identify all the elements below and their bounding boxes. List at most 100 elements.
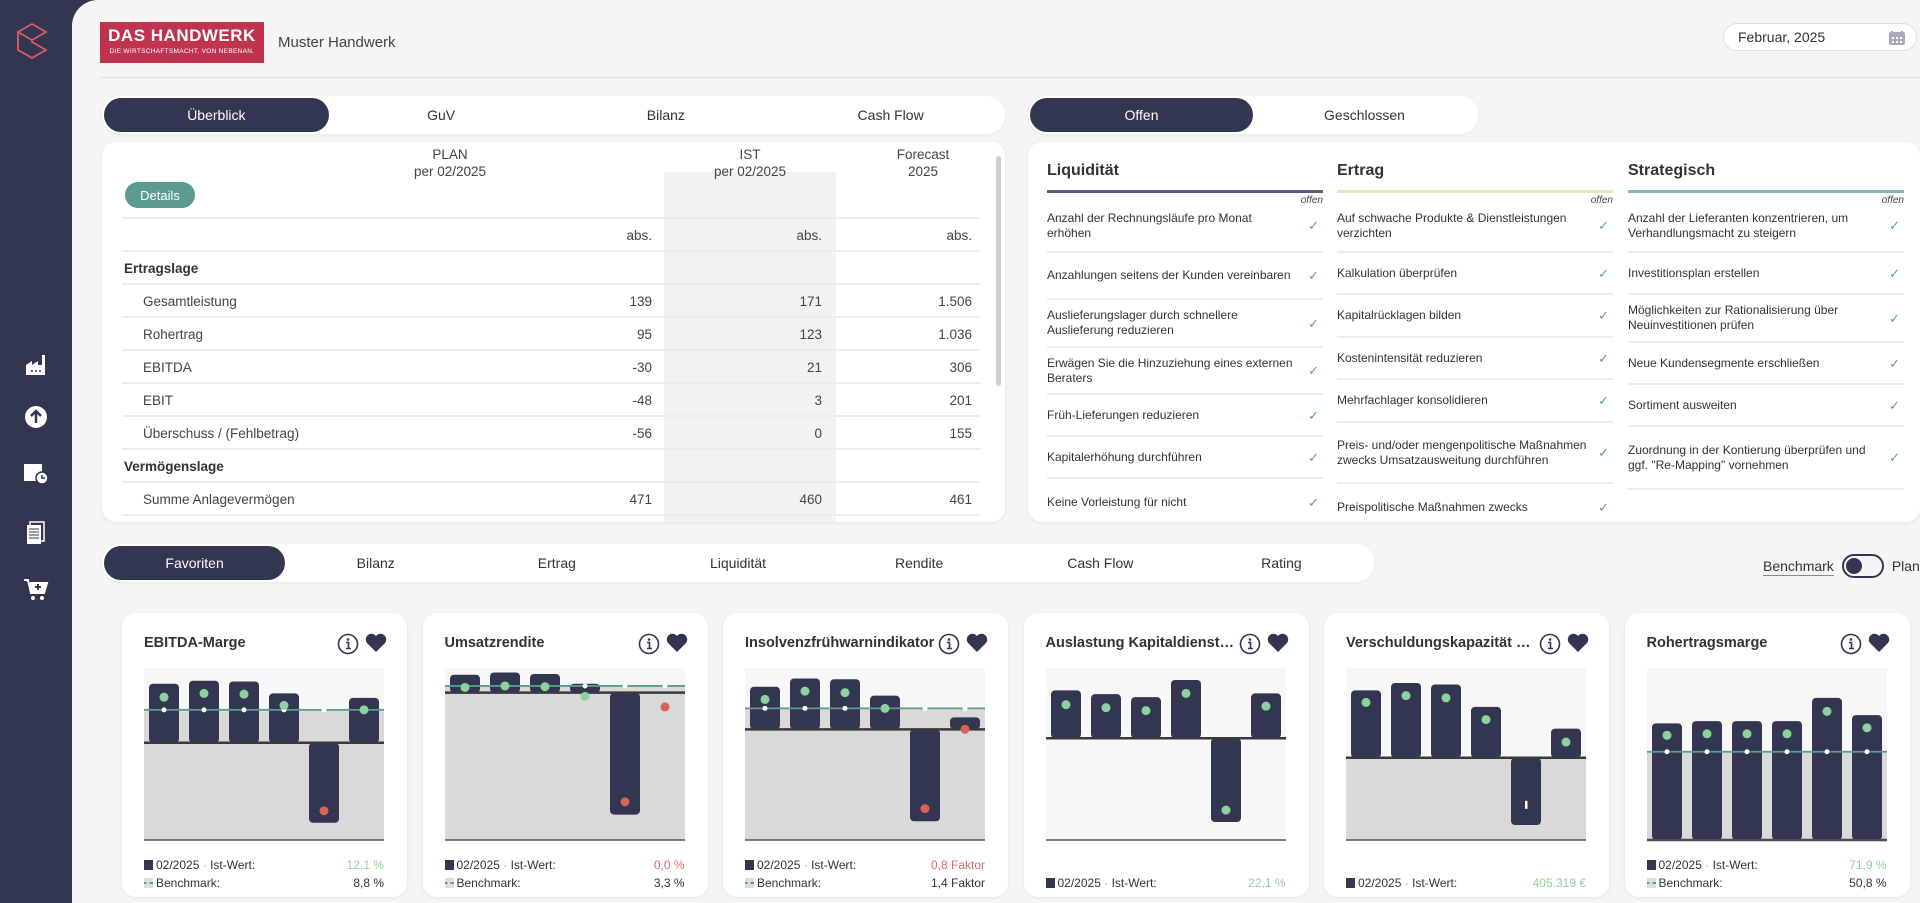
kpi-card[interactable]: Rohertragsmarge 02/2025 · Ist-Wert: 71,9 %…: [1624, 613, 1910, 897]
check-icon[interactable]: ✓: [1598, 445, 1609, 460]
cart-plus-icon[interactable]: [18, 575, 54, 605]
kpi-card[interactable]: Verschuldungskapazität 7 J... 02/2025 · I…: [1324, 613, 1609, 897]
info-icon[interactable]: [337, 633, 359, 660]
tab-geschlossen[interactable]: Geschlossen: [1324, 107, 1405, 123]
favorite-heart-icon[interactable]: [1868, 633, 1890, 658]
ist-value: 12,1 %: [346, 858, 384, 872]
measure-item[interactable]: Kalkulation überprüfen ✓: [1337, 253, 1613, 295]
info-icon[interactable]: [1840, 633, 1862, 660]
kpi-tab-rating[interactable]: Rating: [1261, 555, 1302, 571]
kpi-tab-rendite[interactable]: Rendite: [895, 555, 944, 571]
ist-value: 21: [806, 360, 822, 375]
measure-item[interactable]: Früh-Lieferungen reduzieren ✓: [1047, 395, 1323, 437]
check-icon[interactable]: ✓: [1889, 218, 1900, 233]
details-button[interactable]: Details: [125, 182, 195, 208]
kpi-tab-favoriten[interactable]: Favoriten: [104, 546, 286, 580]
ist-label: Ist-Wert:: [1111, 876, 1157, 890]
check-icon[interactable]: ✓: [1889, 450, 1900, 465]
measure-item[interactable]: Auf schwache Produkte & Dienstleistungen…: [1337, 200, 1613, 253]
upload-icon[interactable]: [18, 402, 54, 432]
favorite-heart-icon[interactable]: [365, 633, 387, 658]
app-logo-icon[interactable]: [12, 20, 52, 71]
favorite-heart-icon[interactable]: [966, 633, 988, 658]
check-icon[interactable]: ✓: [1889, 397, 1900, 413]
check-icon[interactable]: ✓: [1598, 393, 1609, 408]
info-icon[interactable]: [1239, 633, 1261, 660]
check-icon[interactable]: ✓: [1889, 265, 1900, 281]
check-icon[interactable]: ✓: [1308, 407, 1319, 423]
measure-item[interactable]: Mehrfachlager konsolidieren ✓: [1337, 380, 1613, 423]
measure-item[interactable]: Kostenintensität reduzieren ✓: [1337, 338, 1613, 380]
measure-item[interactable]: Keine Vorleistung für nicht ✓: [1047, 479, 1323, 522]
measure-item[interactable]: Auslieferungslager durch schnellere Ausl…: [1047, 300, 1323, 348]
favorite-heart-icon[interactable]: [1267, 633, 1289, 658]
kpi-tab-ertrag[interactable]: Ertrag: [537, 555, 576, 571]
info-icon[interactable]: [1539, 633, 1561, 660]
measure-item[interactable]: Anzahl der Lieferanten konzentrieren, um…: [1628, 200, 1904, 253]
check-icon[interactable]: ✓: [1308, 494, 1319, 510]
measure-item[interactable]: Kapitalrücklagen bilden ✓: [1337, 295, 1613, 338]
kpi-card[interactable]: Insolvenzfrühwarnindikator 02/2025 · Ist-…: [723, 613, 1008, 897]
column-title: Liquidität: [1047, 162, 1119, 179]
tab-offen[interactable]: Offen: [1030, 98, 1253, 132]
kpi-tab-cash-flow[interactable]: Cash Flow: [1067, 555, 1134, 571]
info-icon[interactable]: [638, 633, 660, 660]
status-label: offen: [1590, 195, 1613, 206]
date-picker[interactable]: Februar, 2025: [1723, 23, 1917, 51]
calendar-icon[interactable]: [1888, 30, 1906, 49]
ist-column-highlight: [664, 172, 836, 522]
kpi-tab-liquidität[interactable]: Liquidität: [709, 555, 767, 571]
check-icon[interactable]: ✓: [1889, 355, 1900, 371]
favorite-heart-icon[interactable]: [666, 633, 688, 658]
tab-cash-flow[interactable]: Cash Flow: [857, 107, 924, 123]
measure-item[interactable]: Kapitalerhöhung durchführen ✓: [1047, 437, 1323, 479]
measure-item[interactable]: Preis- und/oder mengenpolitische Maßnahm…: [1337, 423, 1613, 484]
check-icon[interactable]: ✓: [1598, 499, 1609, 515]
kpi-card[interactable]: EBITDA-Marge 02/2025 · Ist-Wert: 12,1 % Ben…: [122, 613, 407, 897]
measure-item[interactable]: Preispolitische Maßnahmen zwecks ✓: [1337, 484, 1613, 522]
tab-bilanz[interactable]: Bilanz: [646, 107, 685, 123]
check-icon[interactable]: ✓: [1308, 363, 1319, 378]
benchmark-point: [1784, 749, 1789, 755]
benchmark-label[interactable]: Benchmark: [1763, 558, 1834, 574]
documents-icon[interactable]: [18, 518, 54, 548]
favorite-heart-icon[interactable]: [1567, 633, 1589, 658]
row-label: Vermögenslage: [124, 459, 224, 474]
kpi-card[interactable]: Umsatzrendite 02/2025 · Ist-Wert: 0,0 % Ben…: [422, 613, 708, 897]
benchmark-plan-toggle[interactable]: [1841, 554, 1884, 578]
info-icon[interactable]: [938, 633, 960, 660]
measure-item[interactable]: Investitionsplan erstellen ✓: [1628, 253, 1904, 295]
check-icon[interactable]: ✓: [1598, 265, 1609, 281]
measure-item[interactable]: Zuordnung in der Kontierung überprüfen u…: [1628, 427, 1904, 490]
tab-ueberblick[interactable]: Überblick: [104, 98, 329, 132]
calendar-clock-icon[interactable]: [18, 458, 54, 488]
check-icon[interactable]: ✓: [1308, 268, 1319, 283]
value-dot: [359, 705, 369, 715]
table-scrollbar[interactable]: [996, 156, 1001, 386]
kpi-tab-bilanz[interactable]: Bilanz: [356, 555, 395, 571]
ist-value: 3: [814, 393, 822, 408]
measure-item[interactable]: Erwägen Sie die Hinzuziehung eines exter…: [1047, 348, 1323, 395]
check-icon[interactable]: ✓: [1598, 350, 1609, 366]
value-dot: [1101, 703, 1110, 713]
check-icon[interactable]: ✓: [1308, 315, 1319, 331]
check-icon[interactable]: ✓: [1889, 310, 1900, 326]
measure-item[interactable]: Neue Kundensegmente erschließen ✓: [1628, 343, 1904, 385]
benchmark-label: Benchmark:: [456, 876, 521, 890]
ist-value: 22,1 %: [1248, 876, 1286, 890]
benchmark-point: [582, 683, 587, 689]
value-dot: [1181, 688, 1190, 698]
bar-4: [269, 693, 299, 743]
check-icon[interactable]: ✓: [1598, 308, 1609, 323]
tab-guv[interactable]: GuV: [427, 107, 456, 123]
measure-item[interactable]: Sortiment ausweiten ✓: [1628, 385, 1904, 427]
check-icon[interactable]: ✓: [1308, 218, 1319, 233]
measure-item[interactable]: Möglichkeiten zur Rationalisierung über …: [1628, 295, 1904, 343]
measure-item[interactable]: Anzahlungen seitens der Kunden vereinbar…: [1047, 253, 1323, 300]
plan-label[interactable]: Plan: [1891, 558, 1920, 574]
check-icon[interactable]: ✓: [1308, 449, 1319, 465]
factory-icon[interactable]: [18, 350, 54, 380]
check-icon[interactable]: ✓: [1598, 218, 1609, 233]
kpi-card[interactable]: Auslastung Kapitaldienstfä... 02/2025 · I…: [1023, 613, 1309, 897]
measure-item[interactable]: Anzahl der Rechnungsläufe pro Monat erhö…: [1047, 200, 1323, 253]
